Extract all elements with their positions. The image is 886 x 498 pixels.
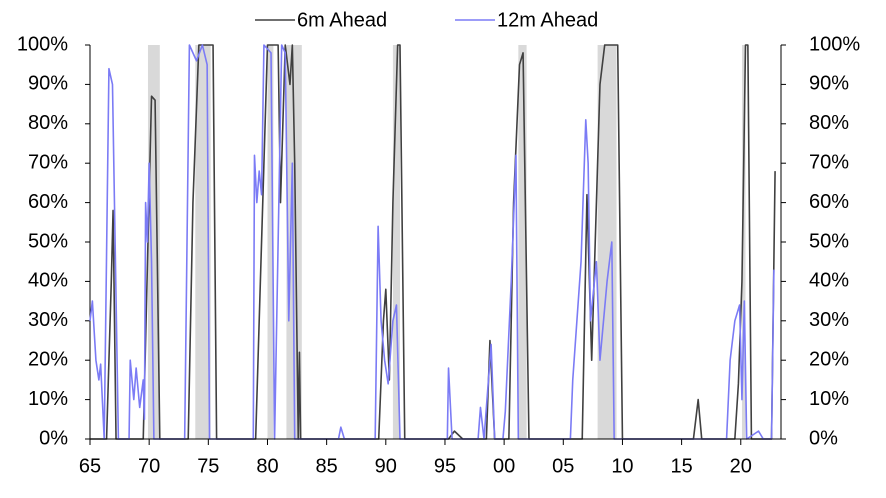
- y-tick-label: 70%: [28, 151, 68, 173]
- y2-tick-label: 0%: [809, 427, 838, 449]
- recession-band: [267, 45, 274, 439]
- y-tick-label: 50%: [28, 230, 68, 252]
- y-tick-label: 40%: [28, 270, 68, 292]
- x-tick-label: 10: [611, 455, 633, 477]
- y-tick-label: 100%: [17, 33, 68, 55]
- y2-tick-label: 90%: [809, 73, 849, 95]
- y-tick-label: 60%: [28, 191, 68, 213]
- y-tick-label: 10%: [28, 388, 68, 410]
- x-tick-label: 70: [138, 455, 160, 477]
- x-tick-label: 65: [79, 455, 101, 477]
- x-tick-label: 20: [730, 455, 752, 477]
- x-tick-label: 85: [316, 455, 338, 477]
- y2-tick-label: 70%: [809, 151, 849, 173]
- y2-tick-label: 80%: [809, 112, 849, 134]
- y-tick-label: 80%: [28, 112, 68, 134]
- recession-band: [147, 45, 160, 439]
- series-line: [90, 44, 776, 440]
- y-tick-label: 0%: [39, 427, 68, 449]
- x-tick-label: 05: [552, 455, 574, 477]
- y-tick-label: 90%: [28, 73, 68, 95]
- y2-tick-label: 60%: [809, 191, 849, 213]
- y2-tick-label: 40%: [809, 270, 849, 292]
- y2-tick-label: 30%: [809, 309, 849, 331]
- y-tick-label: 20%: [28, 348, 68, 370]
- legend-label: 6m Ahead: [297, 9, 387, 31]
- y-tick-label: 30%: [28, 309, 68, 331]
- x-tick-label: 90: [375, 455, 397, 477]
- x-tick-label: 15: [670, 455, 692, 477]
- y2-tick-label: 50%: [809, 230, 849, 252]
- recession-band: [518, 45, 527, 439]
- recession-band: [392, 45, 401, 439]
- recession-band: [286, 45, 302, 439]
- y2-tick-label: 100%: [809, 33, 860, 55]
- x-tick-label: 75: [197, 455, 219, 477]
- y2-tick-label: 10%: [809, 388, 849, 410]
- x-tick-label: 95: [434, 455, 456, 477]
- x-tick-label: 80: [256, 455, 278, 477]
- recession-band: [741, 45, 746, 439]
- x-tick-label: 00: [493, 455, 515, 477]
- legend-label: 12m Ahead: [497, 9, 598, 31]
- y2-tick-label: 20%: [809, 348, 849, 370]
